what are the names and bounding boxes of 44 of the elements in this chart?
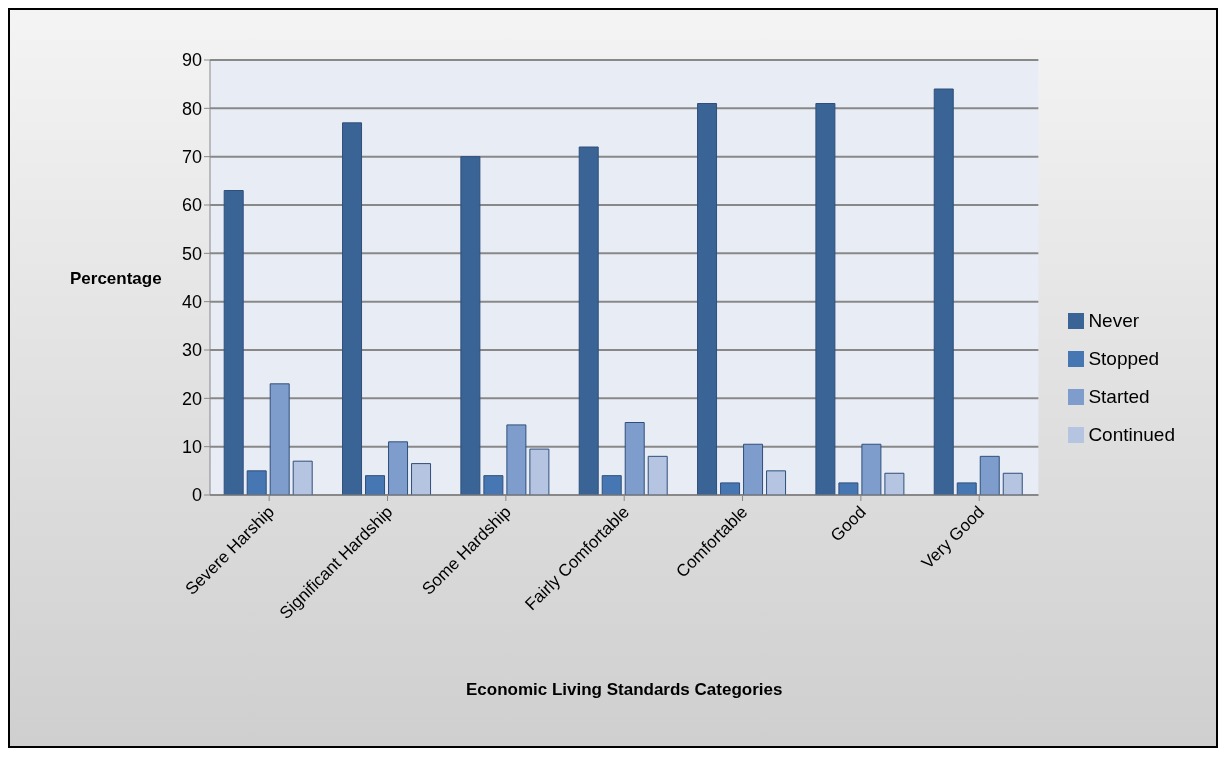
bar: [246, 470, 267, 495]
bar: [979, 455, 1000, 495]
y-tick-label: 10: [181, 437, 202, 458]
bar: [884, 472, 905, 495]
bar: [956, 482, 977, 495]
bar: [1002, 472, 1023, 495]
bar: [483, 475, 504, 495]
bar: [933, 88, 954, 495]
bar: [529, 448, 550, 495]
bar: [506, 424, 527, 495]
legend-label: Stopped: [1088, 347, 1160, 369]
bar: [578, 146, 599, 495]
bar: [743, 443, 764, 495]
bar: [720, 482, 741, 495]
y-tick-label: 40: [181, 292, 202, 313]
legend-label: Never: [1088, 309, 1140, 331]
legend-label: Started: [1088, 385, 1150, 407]
legend-label: Continued: [1088, 423, 1175, 445]
y-tick-label: 20: [181, 388, 202, 409]
y-tick-label: 90: [181, 50, 202, 71]
bar: [861, 443, 882, 495]
y-tick-label: 60: [181, 195, 202, 216]
bar: [223, 190, 244, 495]
y-axis-title: Percentage: [70, 268, 162, 288]
bar: [388, 441, 409, 495]
y-tick-label: 0: [191, 485, 202, 506]
bar: [292, 460, 313, 495]
bar: [365, 475, 386, 495]
bar: [697, 103, 718, 495]
y-tick-label: 70: [181, 147, 202, 168]
bar: [460, 156, 481, 495]
y-tick-label: 50: [181, 243, 202, 264]
bar: [815, 103, 836, 495]
bar: [647, 455, 668, 495]
y-tick-label: 30: [181, 340, 202, 361]
bar: [766, 470, 787, 495]
bar: [411, 463, 432, 495]
y-tick-label: 80: [181, 98, 202, 119]
bar: [624, 422, 645, 495]
bar: [601, 475, 622, 495]
bar: [342, 122, 363, 495]
bar: [269, 383, 290, 495]
x-axis-title: Economic Living Standards Categories: [465, 680, 783, 699]
bar: [838, 482, 859, 495]
